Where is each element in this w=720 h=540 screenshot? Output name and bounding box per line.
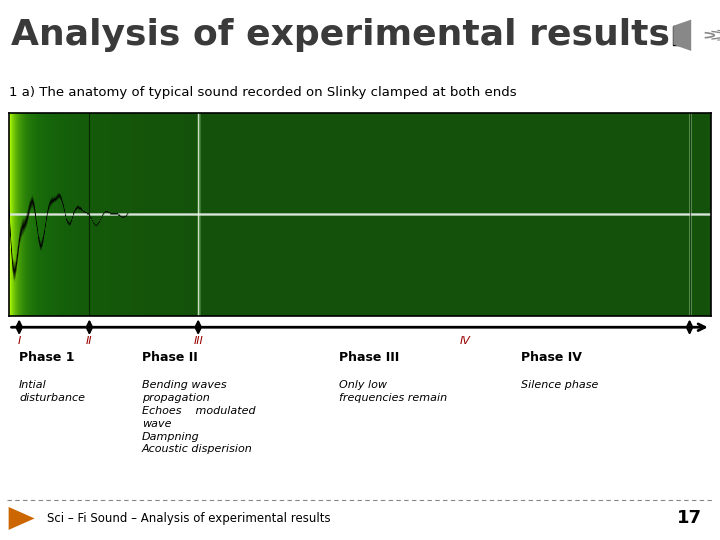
Text: IV: IV: [459, 336, 470, 346]
FancyBboxPatch shape: [673, 26, 686, 45]
Text: Phase IV: Phase IV: [521, 351, 582, 364]
Text: Phase 1: Phase 1: [19, 351, 75, 364]
Text: III: III: [193, 336, 203, 346]
Text: 1 a) The anatomy of typical sound recorded on Slinky clamped at both ends: 1 a) The anatomy of typical sound record…: [9, 86, 516, 99]
Polygon shape: [673, 19, 691, 51]
Text: Bending waves
propagation
Echoes    modulated
wave
Dampning
Acoustic disperision: Bending waves propagation Echoes modulat…: [142, 380, 256, 454]
Text: Analysis of experimental results: Analysis of experimental results: [11, 18, 670, 52]
Text: Phase III: Phase III: [338, 351, 399, 364]
Text: Phase II: Phase II: [142, 351, 198, 364]
Text: Sci – Fi Sound – Analysis of experimental results: Sci – Fi Sound – Analysis of experimenta…: [47, 512, 330, 525]
Text: Silence phase: Silence phase: [521, 380, 598, 390]
Text: Intial
disturbance: Intial disturbance: [19, 380, 85, 403]
Text: I: I: [17, 336, 21, 346]
Polygon shape: [9, 507, 35, 530]
Text: 17: 17: [677, 509, 702, 528]
Text: II: II: [86, 336, 93, 346]
Text: Only low
frequencies remain: Only low frequencies remain: [338, 380, 446, 403]
